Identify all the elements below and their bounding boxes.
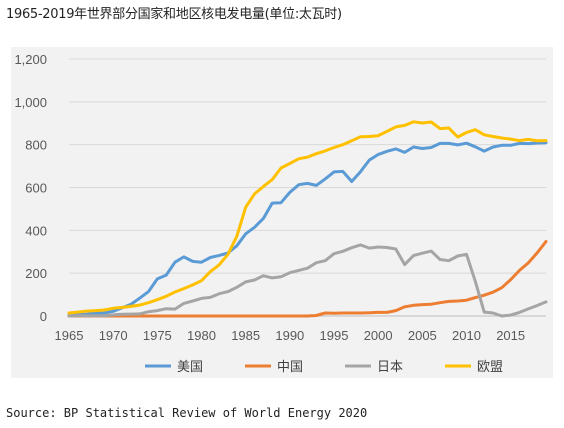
x-axis-ticks: 1965 1970 1975 1980 1985 1990 1995 2000 2005 2010… [55,328,526,343]
gridlines [69,58,546,317]
x-tick-label: 1985 [231,328,260,343]
y-tick-label: 1,200 [14,52,47,67]
x-tick-label: 1965 [55,328,84,343]
y-axis-ticks: 0 200 400 600 800 1,000 1,200 [14,52,47,324]
x-tick-label: 2005 [408,328,437,343]
x-tick-label: 1980 [187,328,216,343]
series-line-3 [67,120,548,315]
y-tick-label: 800 [25,138,47,153]
source-note: Source: BP Statistical Review of World E… [6,406,368,420]
chart-title: 1965-2019年世界部分国家和地区核电发电量(单位:太瓦时) [6,7,342,22]
x-tick-label: 2000 [364,328,393,343]
legend: 美国 中国 日本 欧盟 [145,360,503,375]
legend-label: 欧盟 [477,360,503,375]
x-tick-label: 1990 [275,328,304,343]
x-tick-label: 1975 [143,328,172,343]
y-tick-label: 0 [40,309,47,324]
series-line-2 [67,243,548,318]
y-tick-label: 1,000 [14,95,47,110]
legend-label: 日本 [377,360,403,375]
legend-label: 美国 [177,360,203,375]
x-tick-label: 1970 [99,328,128,343]
x-tick-label: 1995 [320,328,349,343]
series-lines [67,120,548,318]
chart-panel: 0 200 400 600 800 1,000 1,200 1965 1970 1975 1980… [11,47,553,378]
x-tick-label: 2010 [452,328,481,343]
y-tick-label: 200 [25,266,47,281]
x-tick-label: 2015 [496,328,525,343]
y-tick-label: 400 [25,223,47,238]
y-tick-label: 600 [25,181,47,196]
line-chart: 0 200 400 600 800 1,000 1,200 1965 1970 1975 1980… [14,52,548,375]
series-line-1 [67,240,548,318]
legend-label: 中国 [277,360,303,375]
series-line-0 [67,141,548,317]
